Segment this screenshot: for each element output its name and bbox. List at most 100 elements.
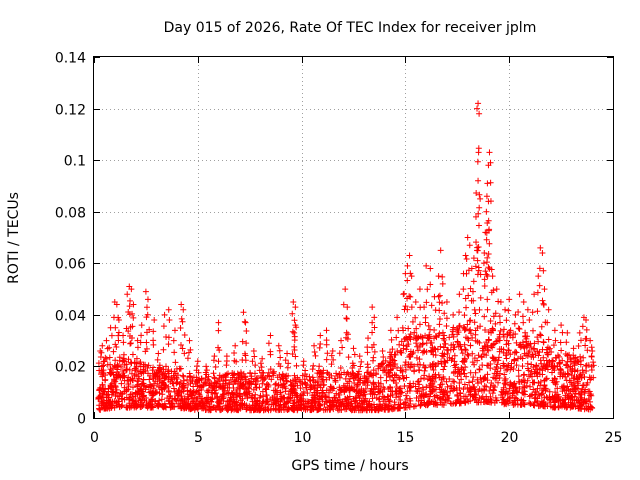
data-point xyxy=(583,381,590,388)
data-point xyxy=(159,379,166,386)
data-point xyxy=(120,357,127,364)
plot-frame xyxy=(93,56,614,419)
data-point xyxy=(500,326,507,333)
data-point xyxy=(450,378,457,385)
data-point xyxy=(103,355,110,362)
data-point xyxy=(397,367,404,374)
data-point xyxy=(291,389,298,396)
data-point xyxy=(416,356,423,363)
data-point xyxy=(486,149,493,156)
data-point xyxy=(242,357,249,364)
data-point xyxy=(401,362,408,369)
data-point xyxy=(187,373,194,380)
data-point xyxy=(481,249,488,256)
data-point xyxy=(370,341,377,348)
data-point xyxy=(114,361,121,368)
data-point xyxy=(403,374,410,381)
data-point xyxy=(439,393,446,400)
data-point xyxy=(161,384,168,391)
data-point xyxy=(485,250,492,257)
data-point xyxy=(304,403,311,410)
data-point xyxy=(413,340,420,347)
data-point xyxy=(391,405,398,412)
data-point xyxy=(582,342,589,349)
data-point xyxy=(368,371,375,378)
data-point xyxy=(375,379,382,386)
data-point xyxy=(436,299,443,306)
data-point xyxy=(480,375,487,382)
data-point xyxy=(324,350,331,357)
data-point xyxy=(188,406,195,413)
data-point xyxy=(394,364,401,371)
data-point xyxy=(194,378,201,385)
data-point xyxy=(494,361,501,368)
data-point xyxy=(540,301,547,308)
data-point xyxy=(134,337,141,344)
data-point xyxy=(171,349,178,356)
data-point xyxy=(570,375,577,382)
data-point xyxy=(407,397,414,404)
data-point xyxy=(156,365,163,372)
data-point xyxy=(137,359,144,366)
data-point xyxy=(464,396,471,403)
data-point xyxy=(590,362,597,369)
data-point xyxy=(319,396,326,403)
data-point xyxy=(239,338,246,345)
data-point xyxy=(496,346,503,353)
data-point xyxy=(184,387,191,394)
data-point xyxy=(489,273,496,280)
data-point xyxy=(412,334,419,341)
data-point xyxy=(469,378,476,385)
data-point xyxy=(531,401,538,408)
data-point xyxy=(316,406,323,413)
data-point xyxy=(288,405,295,412)
data-point xyxy=(113,389,120,396)
data-point xyxy=(360,387,367,394)
data-point xyxy=(588,392,595,399)
data-point xyxy=(223,371,230,378)
data-point xyxy=(170,380,177,387)
data-point xyxy=(124,404,131,411)
data-point xyxy=(112,324,119,331)
data-point xyxy=(181,331,188,338)
data-point xyxy=(104,391,111,398)
data-point xyxy=(293,390,300,397)
data-point xyxy=(289,350,296,357)
data-point xyxy=(543,375,550,382)
data-point xyxy=(339,344,346,351)
data-point xyxy=(463,373,470,380)
data-point xyxy=(560,384,567,391)
data-point xyxy=(376,395,383,402)
data-point xyxy=(496,313,503,320)
data-point xyxy=(276,405,283,412)
data-point xyxy=(578,374,585,381)
data-point xyxy=(524,333,531,340)
data-point xyxy=(289,377,296,384)
data-point xyxy=(165,367,172,374)
data-point xyxy=(355,368,362,375)
data-point xyxy=(315,406,322,413)
data-point xyxy=(442,397,449,404)
data-point xyxy=(179,318,186,325)
data-point xyxy=(466,317,473,324)
data-point xyxy=(133,360,140,367)
data-point xyxy=(311,392,318,399)
data-point xyxy=(113,343,120,350)
data-point xyxy=(281,401,288,408)
data-point xyxy=(475,244,482,251)
data-point xyxy=(302,380,309,387)
data-point xyxy=(427,265,434,272)
data-point xyxy=(171,327,178,334)
data-point xyxy=(257,372,264,379)
data-point xyxy=(311,342,318,349)
data-point xyxy=(310,382,317,389)
data-point xyxy=(436,395,443,402)
data-point xyxy=(419,349,426,356)
data-point xyxy=(296,376,303,383)
data-point xyxy=(387,367,394,374)
data-point xyxy=(575,397,582,404)
data-point xyxy=(423,299,430,306)
data-point xyxy=(395,393,402,400)
data-point xyxy=(474,105,481,112)
data-point xyxy=(493,397,500,404)
